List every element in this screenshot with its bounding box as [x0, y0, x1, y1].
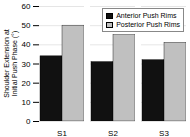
svg-text:50: 50 [22, 21, 31, 30]
html-text:Anterior Push Rims: Anterior Push Rims [116, 12, 177, 19]
html-text:Posterior Push Rims: Posterior Push Rims [116, 21, 180, 28]
svg-text:Shoulder Extension atInitial P: Shoulder Extension atInitial Push Phase … [3, 29, 19, 98]
svg-text:60: 60 [22, 2, 31, 11]
svg-text:10: 10 [22, 98, 31, 107]
svg-text:40: 40 [22, 40, 31, 49]
svg-text:20: 20 [22, 79, 31, 88]
svg-text:0: 0 [26, 117, 31, 126]
svg-text:S1: S1 [57, 129, 67, 137]
svg-text:S2: S2 [108, 129, 118, 137]
svg-text:S3: S3 [159, 129, 169, 137]
svg-text:30: 30 [22, 60, 31, 69]
